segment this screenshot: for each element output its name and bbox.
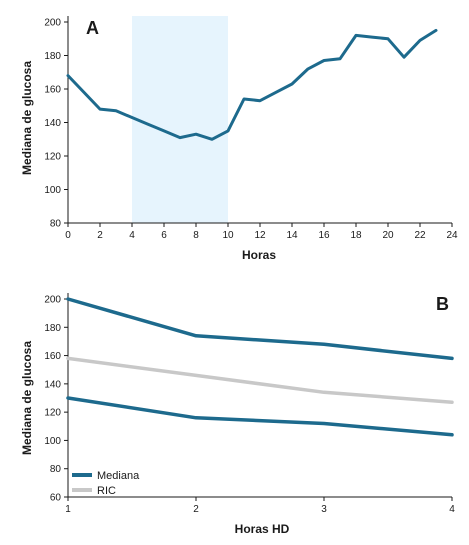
x-tick-label: 18: [350, 230, 362, 241]
y-tick-label: 60: [50, 493, 62, 504]
panel-b: 1 2 3 4 60 80 100 120 140 160 180 200 B Horas HD Me…: [20, 293, 455, 536]
y-tick-label: 100: [44, 185, 61, 196]
y-axis-label-a: Mediana de glucosa: [20, 61, 34, 175]
y-tick-label: 180: [44, 323, 61, 334]
panel-letter-a: A: [86, 18, 99, 38]
x-tick-label: 16: [318, 230, 330, 241]
y-tick-label: 160: [44, 351, 61, 362]
x-tick-label: 12: [254, 230, 266, 241]
y-tick-label: 120: [44, 152, 61, 163]
series-line-glucosa: [66, 28, 438, 141]
x-tick-label: 6: [161, 230, 167, 241]
lines-b: [66, 297, 454, 437]
y-tick-label: 200: [44, 18, 61, 29]
y-tick-label: 200: [44, 295, 61, 306]
y-tick-label: 180: [44, 51, 61, 62]
ticks-b: 1 2 3 4 60 80 100 120 140 160 180 200: [44, 295, 455, 516]
x-tick-label: 20: [382, 230, 394, 241]
x-tick-label: 1: [65, 504, 71, 515]
legend-label-ric: RIC: [97, 485, 116, 497]
x-tick-label: 8: [193, 230, 199, 241]
y-axis-label-b: Mediana de glucosa: [20, 341, 34, 455]
panel-a: 0 2 4 6 8 10 12 14 16 18 20 22 248010012014016018020…: [20, 16, 458, 262]
y-tick-label: 80: [50, 219, 62, 230]
x-tick-label: 22: [414, 230, 426, 241]
shaded-period: [132, 16, 228, 223]
x-axis-label-a: Horas: [242, 248, 276, 262]
y-tick-label: 120: [44, 408, 61, 419]
lines-a: [66, 28, 438, 141]
axes-b: [67, 293, 452, 498]
series-line-ric-upper: [66, 356, 454, 404]
legend-b: Mediana RIC: [72, 470, 140, 497]
x-tick-label: 4: [449, 504, 455, 515]
legend-label-mediana: Mediana: [97, 470, 140, 482]
x-tick-label: 24: [446, 230, 458, 241]
series-line-lower: [66, 396, 454, 437]
x-tick-label: 10: [222, 230, 234, 241]
x-axis-label-b: Horas HD: [235, 522, 290, 536]
panel-letter-b: B: [436, 294, 449, 314]
x-tick-label: 3: [321, 504, 327, 515]
x-tick-label: 2: [97, 230, 103, 241]
x-tick-label: 14: [286, 230, 298, 241]
y-tick-label: 80: [50, 464, 62, 475]
x-tick-label: 0: [65, 230, 71, 241]
y-tick-label: 140: [44, 379, 61, 390]
series-line-mediana: [66, 297, 454, 361]
y-tick-label: 140: [44, 118, 61, 129]
ticks-a: 0 2 4 6 8 10 12 14 16 18 20 22 248010012014016018020…: [44, 18, 458, 242]
y-tick-label: 100: [44, 436, 61, 447]
y-tick-label: 160: [44, 85, 61, 96]
x-tick-label: 4: [129, 230, 135, 241]
x-tick-label: 2: [193, 504, 199, 515]
